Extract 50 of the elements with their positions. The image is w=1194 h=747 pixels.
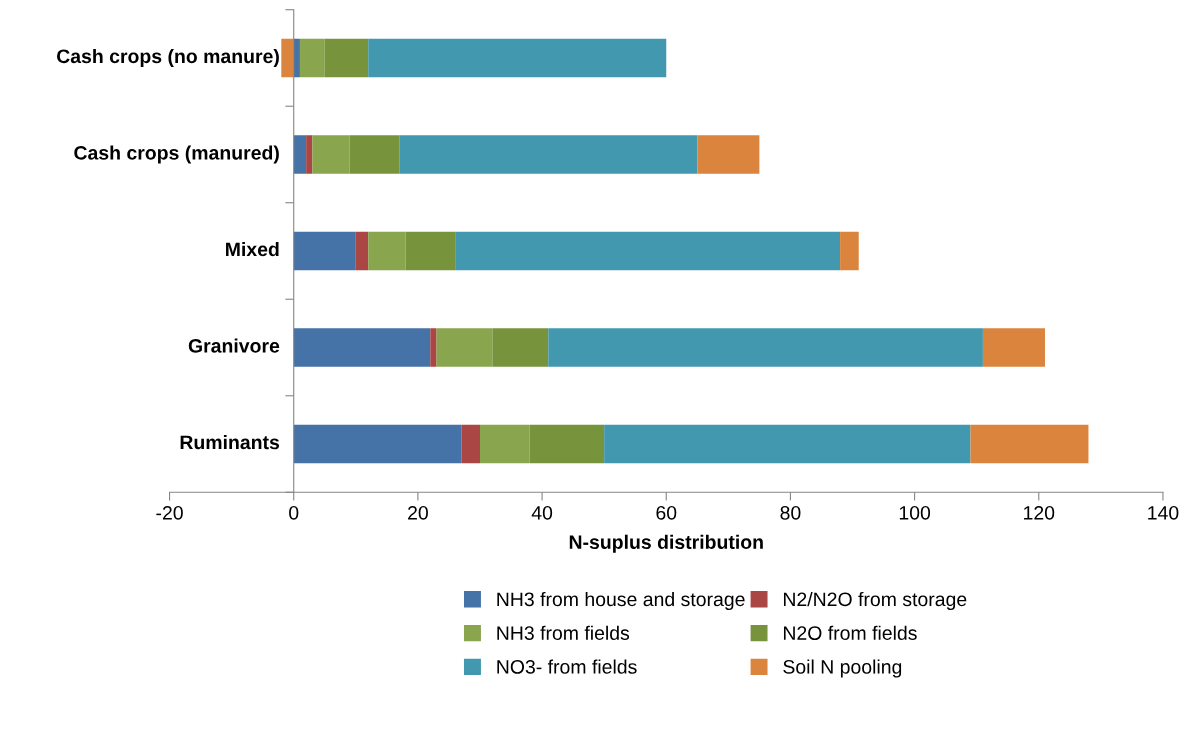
y-tick-label: Granivore [188, 338, 280, 353]
x-tick-label: 100 [899, 505, 931, 520]
bar [479, 424, 530, 464]
legend-label: NO3- from fields [497, 659, 637, 674]
bar [430, 328, 437, 367]
bar [293, 328, 431, 367]
bar [293, 424, 462, 464]
bar [604, 424, 971, 464]
y-tick-label: Cash crops (manured) [74, 145, 279, 164]
bar [293, 38, 300, 78]
legend-label: NH3 from fields [497, 625, 630, 640]
bar [405, 231, 456, 271]
bar [312, 135, 350, 174]
y-tick-label: Mixed [226, 241, 279, 257]
bar [306, 135, 313, 174]
bar [355, 231, 369, 271]
x-tick-label: 0 [289, 505, 299, 520]
x-tick-label: 40 [531, 505, 553, 520]
bar [368, 38, 667, 78]
bar [529, 424, 605, 464]
x-tick-label: 120 [1024, 505, 1055, 520]
legend-label: N2/N2O from storage [783, 591, 967, 611]
y-tick-label: Ruminants [180, 434, 280, 450]
legend-label: Soil N pooling [783, 659, 902, 678]
bar [492, 328, 549, 367]
legend-label: N2O from fields [783, 625, 917, 640]
bar [548, 328, 983, 367]
x-tick-label: 20 [408, 505, 428, 520]
x-tick-label: -20 [156, 505, 183, 520]
bar [970, 424, 1089, 464]
bar [840, 231, 859, 271]
x-tick-label: 60 [656, 505, 677, 520]
bar [293, 135, 307, 174]
bar [349, 135, 400, 174]
bar [324, 38, 369, 78]
bar [697, 135, 760, 174]
x-tick-label: 140 [1148, 505, 1179, 520]
bar [281, 38, 294, 78]
x-axis-title: N-suplus distribution [569, 534, 763, 553]
bar [293, 231, 356, 271]
bar [436, 328, 493, 367]
bar [299, 38, 325, 78]
bar [455, 231, 841, 271]
legend-label: NH3 from house and storage [497, 591, 745, 611]
y-tick-label: Cash crops (no manure) [57, 48, 279, 68]
x-tick-label: 80 [780, 505, 801, 520]
bar [399, 135, 698, 174]
bar [368, 231, 406, 271]
bar [982, 328, 1045, 367]
bar [461, 424, 480, 464]
